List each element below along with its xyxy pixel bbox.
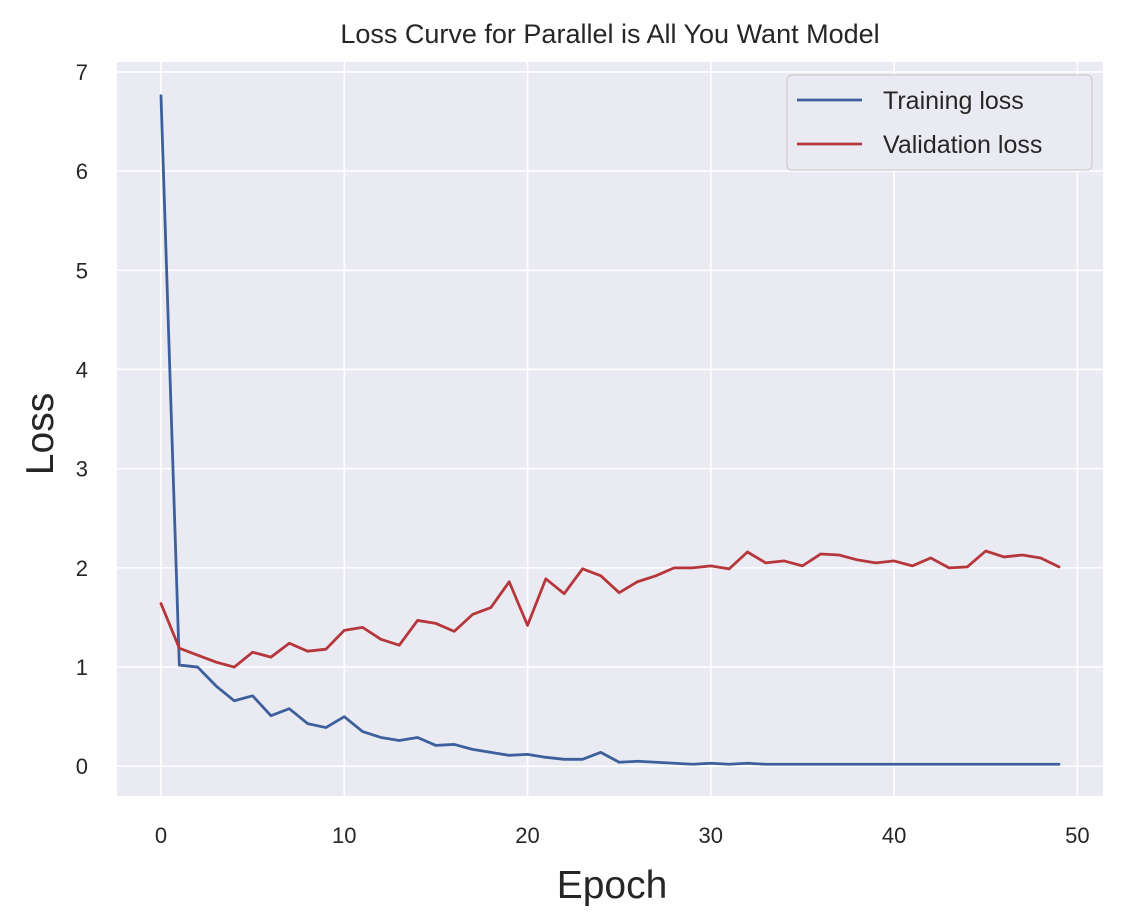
x-tick-label-40: 40 <box>882 823 906 848</box>
x-tick-label-0: 0 <box>155 823 167 848</box>
y-tick-label-4: 4 <box>76 357 88 382</box>
plot-background <box>117 62 1103 796</box>
legend-label-validation-loss: Validation loss <box>883 131 1042 159</box>
legend: Training loss Validation loss <box>786 74 1093 171</box>
x-tick-labels: 0 10 20 30 40 50 <box>155 823 1090 848</box>
y-tick-label-6: 6 <box>76 159 88 184</box>
grid-lines <box>117 62 1103 796</box>
x-tick-label-50: 50 <box>1065 823 1089 848</box>
chart-title: Loss Curve for Parallel is All You Want … <box>340 19 879 49</box>
y-tick-label-1: 1 <box>76 655 88 680</box>
y-tick-label-0: 0 <box>76 754 88 779</box>
series-line-training-loss <box>159 94 1061 766</box>
y-tick-label-7: 7 <box>76 60 88 85</box>
legend-label-training-loss: Training loss <box>883 87 1024 115</box>
x-tick-label-30: 30 <box>699 823 723 848</box>
y-tick-label-2: 2 <box>76 556 88 581</box>
legend-box <box>786 74 1093 171</box>
y-tick-labels: 0 1 2 3 4 5 6 7 <box>76 60 88 779</box>
x-axis-label: Epoch <box>557 864 668 907</box>
series-line-validation-loss <box>159 549 1061 669</box>
series-lines <box>159 94 1061 766</box>
y-axis-label: Loss <box>19 393 62 475</box>
x-tick-label-10: 10 <box>332 823 356 848</box>
y-tick-label-3: 3 <box>76 457 88 482</box>
x-tick-label-20: 20 <box>515 823 539 848</box>
y-tick-label-5: 5 <box>76 258 88 283</box>
